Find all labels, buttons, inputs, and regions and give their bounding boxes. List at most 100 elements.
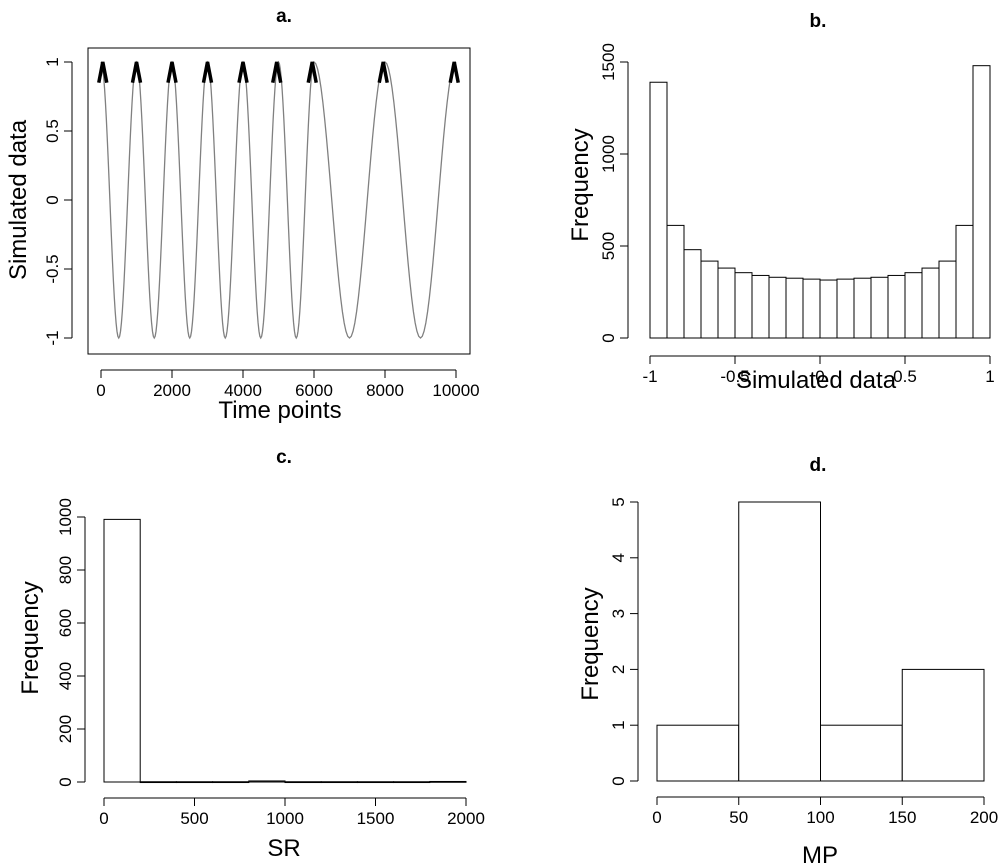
peak-marker [201, 61, 214, 84]
histogram-bar [938, 260, 957, 339]
panel-d-x-label: MP [802, 842, 838, 867]
histogram-bar [248, 780, 286, 783]
panel-b-plot-area [649, 65, 991, 339]
histogram-bar [393, 781, 431, 784]
x-tick-label: 10000 [432, 381, 479, 400]
panel-c-y-axis: 0 200 400 600 800 1000 [56, 498, 86, 787]
x-tick-label: 8000 [366, 381, 404, 400]
histogram-bar [666, 224, 685, 339]
histogram-bar [284, 781, 322, 784]
panel-c-x-axis: 0 500 1000 1500 2000 [99, 797, 485, 828]
y-tick-label: 500 [599, 232, 618, 260]
y-tick-label: 1 [43, 57, 62, 66]
simulated-data-line [100, 60, 457, 340]
panel-a-title: a. [276, 6, 292, 27]
histogram-bar [717, 267, 736, 339]
y-tick-label: 0 [56, 777, 75, 786]
histogram-bar [700, 260, 719, 339]
histogram-bar [429, 780, 467, 783]
panel-d: d. 0 50 100 150 200 0 1 2 3 4 5 MP Frequency [577, 455, 998, 867]
y-tick-label: 5 [609, 497, 628, 506]
histogram-bar [768, 276, 787, 339]
histogram-bar [955, 224, 974, 339]
y-tick-label: 600 [56, 609, 75, 637]
y-tick-label: 1 [609, 720, 628, 729]
x-tick-label: 2000 [153, 381, 191, 400]
panel-d-plot-area [656, 501, 985, 782]
peak-marker [271, 61, 283, 84]
histogram-bar [175, 781, 214, 784]
histogram-bar [734, 272, 753, 339]
histogram-bar [139, 781, 177, 784]
y-tick-label: 2 [609, 665, 628, 674]
x-tick-label: -1 [642, 367, 657, 386]
panel-a-plot-area [97, 60, 460, 340]
panel-a-x-axis: 0 2000 4000 6000 8000 10000 [96, 369, 480, 400]
histogram-bar [802, 278, 821, 339]
histogram-bar [887, 274, 906, 339]
x-tick-label: 1500 [357, 809, 395, 828]
histogram-bar [820, 724, 903, 782]
histogram-bar [212, 781, 250, 784]
x-tick-label: 1000 [266, 809, 304, 828]
x-tick-label: 1 [985, 367, 994, 386]
x-tick-label: 500 [180, 809, 208, 828]
y-tick-label: 0 [609, 776, 628, 785]
histogram-bar [853, 277, 872, 339]
panel-d-y-label: Frequency [577, 587, 604, 700]
panel-c: c. 0 500 1000 1500 2000 0 200 400 600 800 1000 SR… [17, 447, 485, 862]
y-tick-label: 0 [43, 195, 62, 204]
histogram-bar [356, 781, 395, 784]
x-tick-label: -0.5 [720, 367, 749, 386]
panel-a-y-label: Simulated data [5, 119, 32, 280]
x-tick-label: 0 [99, 809, 108, 828]
peak-marker [97, 61, 109, 84]
x-tick-label: 6000 [295, 381, 333, 400]
y-tick-label: 1000 [599, 135, 618, 173]
panel-b-x-label: Simulated data [736, 367, 897, 394]
histogram-bar [785, 277, 804, 339]
x-tick-label: 0.5 [893, 367, 917, 386]
histogram-bar [656, 724, 740, 782]
y-tick-label: 400 [56, 662, 75, 690]
panel-c-x-label: SR [267, 835, 300, 862]
y-tick-label: 1000 [56, 498, 75, 536]
y-tick-label: -1 [43, 330, 62, 345]
x-tick-label: 50 [729, 808, 748, 827]
panel-d-x-axis: 0 50 100 150 200 [652, 796, 998, 827]
x-tick-label: 200 [970, 808, 998, 827]
histogram-bar [103, 518, 141, 783]
panel-b-title: b. [810, 11, 827, 32]
panel-a-y-axis: -1 -0.5 0 0.5 1 [43, 57, 73, 346]
panel-b-y-axis: 0 500 1000 1500 [599, 43, 629, 343]
peak-marker [377, 61, 389, 84]
histogram-bar [649, 81, 668, 339]
panel-d-y-axis: 0 1 2 3 4 5 [609, 497, 639, 786]
y-tick-label: 4 [609, 553, 628, 562]
panel-a-frame [87, 47, 471, 355]
peak-marker [237, 61, 249, 84]
panel-d-title: d. [810, 455, 827, 476]
panel-b-x-axis: -1 -0.5 0 0.5 1 [642, 355, 995, 386]
histogram-bar [751, 274, 770, 339]
peak-marker [130, 61, 143, 84]
histogram-bar [683, 249, 702, 339]
panel-c-y-label: Frequency [17, 581, 44, 694]
histogram-bar [738, 501, 821, 782]
y-tick-label: -0.5 [43, 254, 62, 283]
x-tick-label: 4000 [224, 381, 262, 400]
x-tick-label: 0 [652, 808, 661, 827]
histogram-bar [836, 278, 855, 339]
histogram-bar [904, 272, 923, 339]
y-tick-label: 3 [609, 609, 628, 618]
histogram-bar [870, 276, 889, 339]
x-tick-label: 0 [815, 367, 824, 386]
panel-a: a. 0 2000 4000 6000 8000 10000 -1 -0.5 0 0.5 1 Ti… [5, 6, 480, 424]
histogram-bar [819, 279, 838, 339]
panel-c-plot-area [103, 518, 467, 784]
peak-marker [306, 61, 318, 84]
y-tick-label: 200 [56, 715, 75, 743]
panel-a-x-label: Time points [218, 397, 341, 424]
panel-b: b. -1 -0.5 0 0.5 1 0 500 1000 1500 Simulated da… [567, 11, 995, 394]
